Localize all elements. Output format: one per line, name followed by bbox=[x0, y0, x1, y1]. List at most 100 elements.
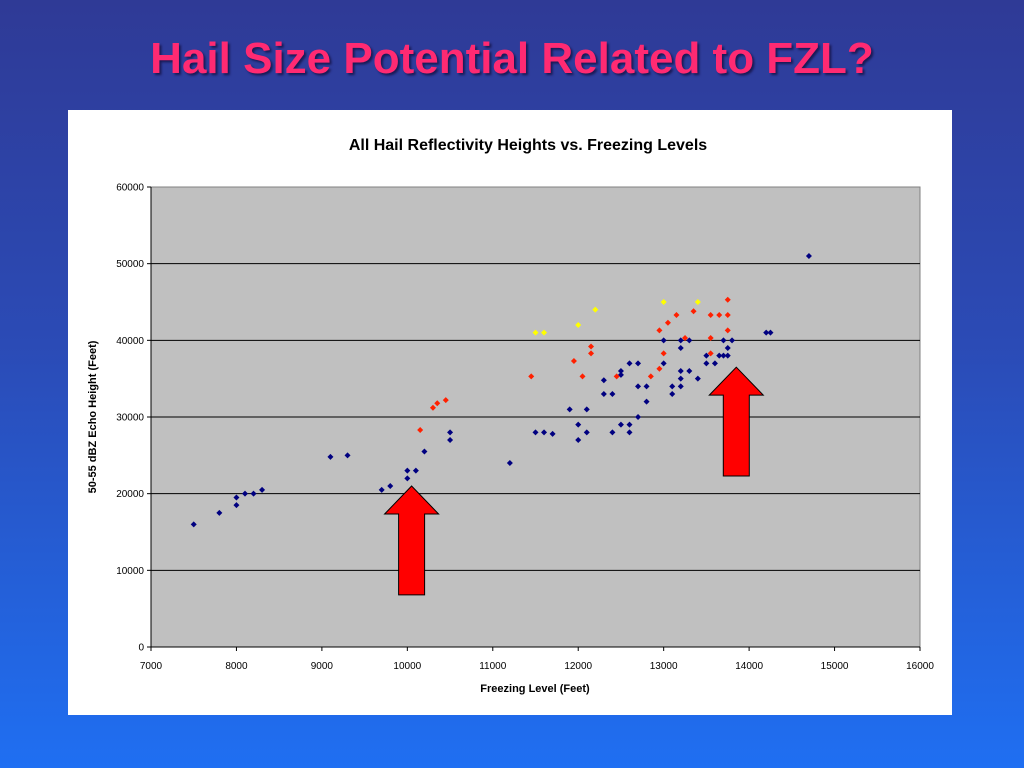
x-tick-label: 8000 bbox=[225, 661, 248, 672]
data-point bbox=[635, 414, 642, 420]
data-point bbox=[763, 329, 770, 336]
data-point bbox=[434, 400, 441, 407]
data-point bbox=[528, 373, 535, 380]
data-point bbox=[387, 483, 394, 489]
data-point bbox=[506, 460, 513, 466]
x-tick-label: 11000 bbox=[479, 661, 507, 672]
data-point bbox=[613, 373, 620, 380]
x-tick-label: 9000 bbox=[311, 661, 334, 672]
data-point bbox=[412, 467, 419, 474]
x-tick-label: 16000 bbox=[906, 661, 934, 672]
data-point bbox=[588, 343, 595, 350]
data-point bbox=[643, 383, 650, 390]
x-tick-label: 14000 bbox=[735, 661, 763, 672]
x-axis-label: Freezing Level (Feet) bbox=[480, 683, 590, 695]
scatter-chart: All Hail Reflectivity Heights vs. Freezi… bbox=[87, 137, 934, 695]
chart-panel: All Hail Reflectivity Heights vs. Freezi… bbox=[68, 110, 952, 715]
slide-title: Hail Size Potential Related to FZL? bbox=[150, 34, 874, 83]
x-tick-label: 7000 bbox=[140, 661, 163, 672]
data-point bbox=[583, 406, 590, 413]
data-point bbox=[694, 375, 701, 382]
y-tick-label: 0 bbox=[138, 643, 144, 654]
data-point bbox=[404, 475, 411, 482]
data-point bbox=[694, 299, 701, 305]
data-point bbox=[707, 312, 714, 319]
data-point bbox=[635, 383, 642, 390]
data-point bbox=[647, 373, 654, 380]
y-tick-label: 20000 bbox=[116, 489, 144, 500]
data-point bbox=[588, 350, 595, 357]
data-point bbox=[643, 398, 650, 405]
data-point bbox=[707, 335, 714, 342]
data-point bbox=[767, 329, 774, 336]
data-point bbox=[429, 404, 436, 411]
annotations bbox=[383, 366, 765, 596]
data-point bbox=[724, 327, 731, 334]
data-point bbox=[724, 312, 731, 319]
data-point bbox=[447, 429, 454, 436]
data-point bbox=[609, 391, 616, 397]
up-arrow-annotation bbox=[708, 366, 765, 477]
data-point bbox=[703, 352, 710, 359]
y-tick-label: 60000 bbox=[116, 183, 144, 194]
data-point bbox=[442, 397, 449, 404]
data-point bbox=[677, 345, 684, 351]
x-tick-label: 15000 bbox=[821, 661, 849, 672]
y-tick-label: 30000 bbox=[116, 413, 144, 424]
chart-title: All Hail Reflectivity Heights vs. Freezi… bbox=[349, 137, 707, 154]
grid-lines bbox=[151, 263, 920, 571]
data-point bbox=[190, 521, 197, 528]
data-point bbox=[677, 375, 684, 382]
data-point bbox=[724, 345, 731, 351]
data-point bbox=[216, 509, 223, 516]
data-point bbox=[600, 377, 607, 384]
data-point bbox=[344, 452, 351, 459]
data-points bbox=[190, 253, 812, 528]
data-point bbox=[583, 429, 590, 436]
data-point bbox=[626, 360, 633, 367]
y-tick-label: 10000 bbox=[116, 566, 144, 577]
data-point bbox=[566, 406, 573, 413]
data-point bbox=[656, 327, 663, 334]
data-point bbox=[660, 360, 667, 367]
data-point bbox=[703, 360, 710, 367]
data-point bbox=[677, 383, 684, 390]
data-point bbox=[617, 421, 624, 428]
data-point bbox=[716, 312, 723, 319]
x-tick-label: 12000 bbox=[564, 661, 592, 672]
data-point bbox=[570, 358, 577, 365]
data-point bbox=[626, 429, 633, 436]
data-point bbox=[660, 299, 667, 305]
data-point bbox=[541, 329, 548, 336]
data-point bbox=[378, 486, 385, 493]
data-point bbox=[447, 437, 454, 443]
data-point bbox=[690, 308, 697, 315]
data-point bbox=[660, 350, 667, 357]
data-point bbox=[664, 319, 671, 326]
data-point bbox=[575, 437, 582, 443]
data-point bbox=[720, 352, 727, 359]
data-point bbox=[729, 337, 736, 344]
data-point bbox=[669, 383, 676, 390]
data-point bbox=[617, 368, 624, 374]
data-point bbox=[724, 352, 731, 359]
data-point bbox=[575, 421, 582, 428]
data-point bbox=[250, 490, 257, 497]
data-point bbox=[532, 429, 539, 436]
data-point bbox=[532, 329, 539, 336]
data-point bbox=[600, 391, 607, 397]
y-tick-label: 40000 bbox=[116, 336, 144, 347]
data-point bbox=[669, 391, 676, 397]
data-point bbox=[635, 360, 642, 367]
data-point bbox=[233, 494, 240, 501]
data-point bbox=[609, 429, 616, 436]
data-point bbox=[686, 337, 693, 344]
data-point bbox=[241, 490, 248, 497]
data-point bbox=[673, 312, 680, 319]
data-point bbox=[720, 337, 727, 344]
data-point bbox=[575, 322, 582, 328]
data-point bbox=[677, 368, 684, 374]
data-point bbox=[716, 352, 723, 359]
data-point bbox=[327, 453, 334, 460]
data-point bbox=[677, 337, 684, 344]
